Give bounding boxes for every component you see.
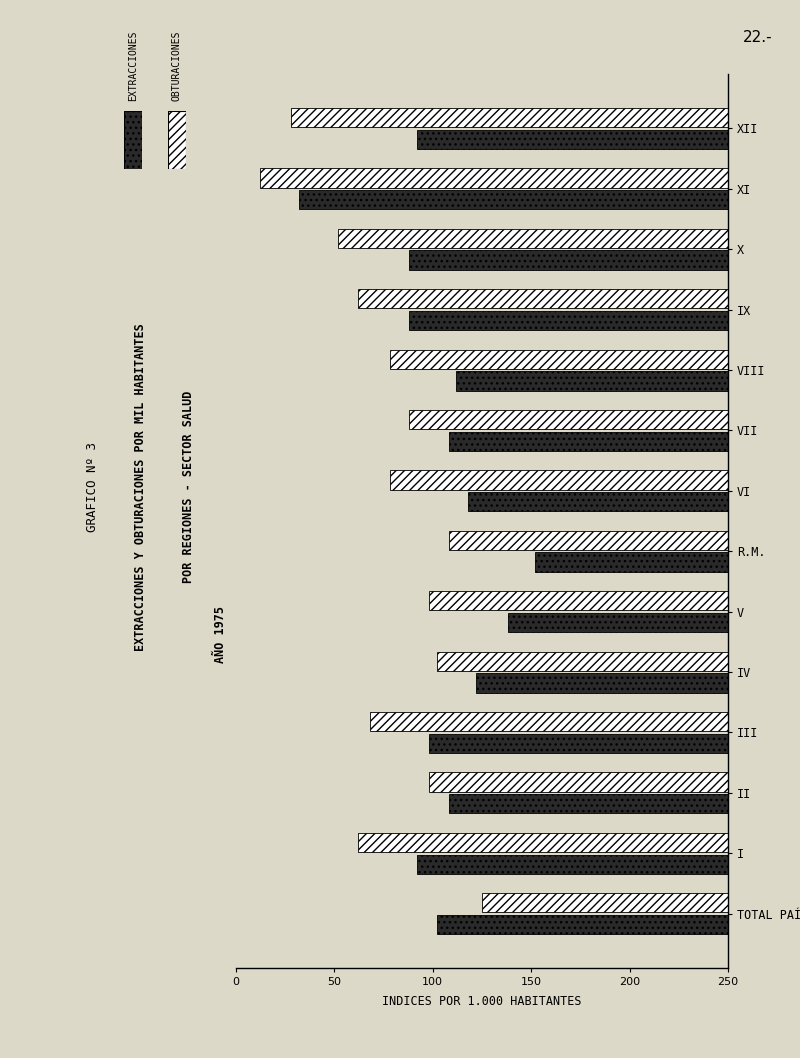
Text: GRAFICO Nº 3: GRAFICO Nº 3 bbox=[86, 441, 98, 532]
Text: OBTURACIONES: OBTURACIONES bbox=[172, 30, 182, 101]
Text: EXTRACCIONES Y OBTURACIONES POR MIL HABITANTES: EXTRACCIONES Y OBTURACIONES POR MIL HABI… bbox=[134, 323, 146, 651]
Bar bbox=[417, 130, 728, 149]
Bar bbox=[482, 893, 728, 912]
Bar bbox=[409, 409, 728, 430]
Text: EXTRACCIONES: EXTRACCIONES bbox=[128, 30, 138, 101]
Bar bbox=[429, 591, 728, 610]
Bar bbox=[291, 108, 728, 127]
Text: AÑO 1975: AÑO 1975 bbox=[214, 606, 226, 663]
Bar bbox=[535, 552, 728, 571]
Bar bbox=[437, 915, 728, 934]
Bar bbox=[358, 833, 728, 852]
Bar bbox=[358, 289, 728, 309]
Bar bbox=[338, 229, 728, 248]
Bar bbox=[449, 795, 728, 814]
Bar bbox=[370, 712, 728, 731]
Bar bbox=[449, 432, 728, 451]
Bar bbox=[429, 733, 728, 753]
Text: POR REGIONES - SECTOR SALUD: POR REGIONES - SECTOR SALUD bbox=[182, 390, 194, 583]
Bar bbox=[299, 190, 728, 209]
X-axis label: INDICES POR 1.000 HABITANTES: INDICES POR 1.000 HABITANTES bbox=[382, 996, 582, 1008]
Bar bbox=[449, 531, 728, 550]
Bar bbox=[417, 855, 728, 874]
Bar bbox=[409, 311, 728, 330]
Bar bbox=[429, 772, 728, 791]
Bar bbox=[260, 168, 728, 187]
Bar bbox=[457, 371, 728, 390]
Bar bbox=[476, 673, 728, 693]
Text: 22.-: 22.- bbox=[742, 30, 772, 44]
Bar bbox=[390, 349, 728, 369]
Bar bbox=[468, 492, 728, 511]
Bar bbox=[437, 652, 728, 671]
Bar bbox=[390, 471, 728, 490]
Bar bbox=[409, 251, 728, 270]
Bar bbox=[507, 613, 728, 633]
